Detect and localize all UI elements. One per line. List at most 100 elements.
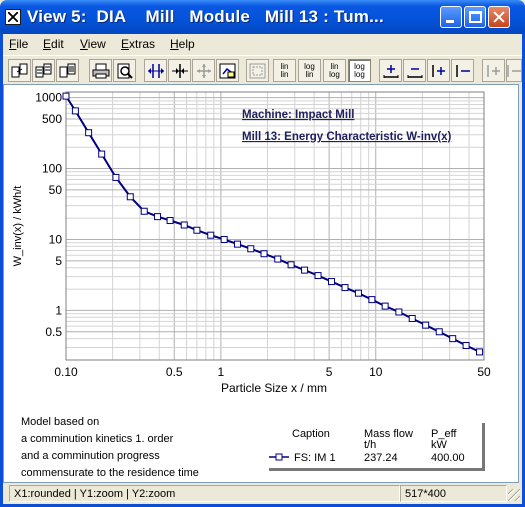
data-point-marker: [126, 193, 134, 201]
data-point-marker: [462, 342, 470, 350]
zoom-reset-button[interactable]: [216, 59, 239, 82]
menu-view-label: iew: [87, 37, 106, 51]
scale-log-lin-button[interactable]: log lin: [298, 59, 321, 82]
menu-file-mnemonic: F: [9, 37, 17, 51]
data-point-marker: [314, 272, 322, 280]
menu-file[interactable]: File: [9, 37, 28, 51]
resize-grip-icon[interactable]: [508, 489, 520, 501]
model-text-line: and a comminution progress: [21, 450, 160, 462]
data-point-marker: [341, 284, 349, 292]
data-point-marker: [180, 221, 188, 229]
legend-row-mass-flow: 237.24: [364, 452, 398, 464]
menu-extras[interactable]: Extras: [121, 37, 155, 51]
scale-log-log-button[interactable]: log log: [348, 59, 371, 82]
x-tick-label: 0.5: [166, 365, 183, 379]
model-text-line: Model based on: [21, 416, 100, 428]
data-point-marker: [449, 335, 457, 343]
print-preview-icon: [117, 63, 133, 79]
data-point-marker: [71, 107, 79, 115]
copy-page-button[interactable]: [8, 59, 31, 82]
scale-lin-lin-button[interactable]: lin lin: [273, 59, 296, 82]
model-text-line: a comminution kinetics 1. order: [21, 433, 174, 445]
status-scaling: X1:rounded | Y1:zoom | Y2:zoom: [9, 485, 400, 502]
menu-edit[interactable]: Edit: [43, 37, 64, 51]
copy-data-button[interactable]: [32, 59, 55, 82]
zoom-window-icon: [249, 63, 265, 78]
print-button[interactable]: [89, 59, 112, 82]
legend-row-caption: FS: IM 1: [294, 452, 336, 464]
print-preview-button[interactable]: [113, 59, 136, 82]
close-button[interactable]: [488, 6, 510, 28]
y-tick-labels: 1000 500 100 50 10 5 1 0.5: [35, 91, 62, 339]
scale-lin-log-button[interactable]: lin log: [323, 59, 346, 82]
copy-table-button[interactable]: [56, 59, 79, 82]
marker-add-disabled-button[interactable]: [482, 59, 505, 82]
maximize-icon: [469, 11, 482, 23]
minimize-button[interactable]: [440, 6, 462, 28]
data-point-marker: [381, 302, 389, 310]
move-button[interactable]: [192, 59, 215, 82]
menu-file-label: ile: [16, 37, 29, 51]
minimize-icon: [446, 20, 454, 23]
expand-horizontal-button[interactable]: [144, 59, 167, 82]
y-tick-label: 1000: [35, 91, 62, 105]
add-marker-icon: [431, 64, 445, 77]
legend-shadow-right: [482, 423, 485, 471]
y-tick-label: 5: [55, 254, 62, 268]
data-point-marker: [233, 240, 241, 248]
energy-characteristic-chart[interactable]: 1000 500 100 50 10 5 1 0.5 0.10 0.5 1 5 10 50 W_inv(…: [4, 85, 518, 405]
legend-header-peff-unit: kW: [431, 439, 447, 451]
remove-cursor-button[interactable]: [403, 59, 426, 82]
log-lin-icon: log: [304, 61, 315, 71]
marker-remove-disabled-button[interactable]: [506, 59, 522, 82]
menu-edit-mnemonic: E: [43, 37, 52, 51]
add-marker-button[interactable]: [427, 59, 450, 82]
data-point-marker: [368, 296, 376, 304]
window-frame-right: [522, 34, 525, 507]
maximize-button[interactable]: [464, 6, 486, 28]
data-point-marker: [62, 92, 70, 100]
y-tick-label: 1: [55, 303, 62, 317]
y-tick-label: 0.5: [45, 325, 62, 339]
data-point-marker: [476, 348, 484, 356]
menu-view[interactable]: View: [80, 37, 106, 51]
legend-header-mass-unit: t/h: [364, 439, 377, 451]
data-point-marker: [287, 261, 295, 269]
menu-help[interactable]: Help: [170, 37, 195, 51]
data-point-marker: [328, 278, 336, 286]
data-point-marker: [140, 207, 148, 215]
menu-bar: File Edit View Extras Help: [3, 34, 522, 54]
legend-header-caption: Caption: [292, 428, 330, 440]
status-size: 517*400: [400, 485, 507, 502]
log-log-icon: log: [354, 61, 365, 71]
expand-horizontal-icon: [147, 63, 164, 78]
app-icon[interactable]: [5, 9, 21, 25]
menu-view-mnemonic: V: [80, 37, 88, 51]
x-axis-label: Particle Size x / mm: [221, 381, 327, 395]
x-tick-label: 1: [218, 365, 225, 379]
chart-view[interactable]: 1000 500 100 50 10 5 1 0.5 0.10 0.5 1 5 10 50 W_inv(…: [3, 84, 519, 483]
marker-remove-disabled-icon: [507, 64, 521, 77]
plot-frame: [65, 91, 485, 361]
data-point-marker: [408, 314, 416, 322]
x-tick-labels: 0.10 0.5 1 5 10 50: [54, 365, 491, 379]
data-point-marker: [98, 150, 106, 158]
menu-extras-label: xtras: [129, 37, 156, 51]
data-point-marker: [422, 321, 430, 329]
data-point-marker: [354, 289, 362, 297]
add-cursor-button[interactable]: [379, 59, 402, 82]
x-tick-label: 10: [369, 365, 383, 379]
status-bar: X1:rounded | Y1:zoom | Y2:zoom 517*400: [3, 485, 522, 503]
compress-horizontal-button[interactable]: [168, 59, 191, 82]
data-point-marker: [301, 266, 309, 274]
zoom-reset-icon: [219, 63, 235, 78]
move-icon: [196, 63, 211, 78]
data-point-marker: [166, 217, 174, 225]
data-point-marker: [193, 226, 201, 234]
window-title: View 5: DIA Mill Module Mill 13 : Tum...: [27, 7, 384, 26]
marker-left-button[interactable]: [451, 59, 474, 82]
menu-help-label: elp: [178, 37, 195, 51]
zoom-window-button[interactable]: [246, 59, 269, 82]
lin-log-icon-bottom: log: [329, 69, 340, 79]
log-log-icon-bottom: log: [354, 69, 365, 79]
